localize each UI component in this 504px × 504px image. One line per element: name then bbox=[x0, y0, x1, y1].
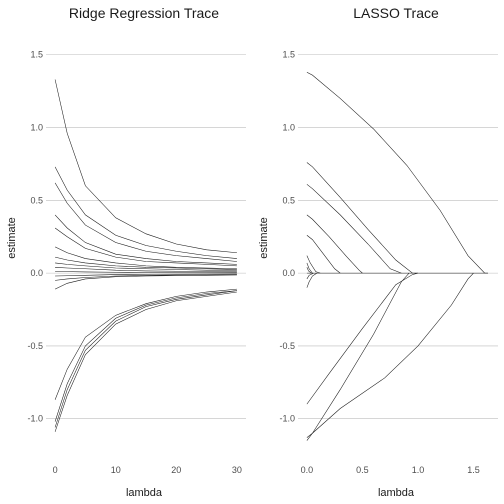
ridge-series bbox=[54, 79, 237, 432]
ridge-ytick-label: 1.5 bbox=[30, 50, 43, 60]
ridge-panel: Ridge Regression Trace lambda estimate -… bbox=[6, 5, 246, 499]
ridge-series-line-11 bbox=[55, 273, 237, 277]
lasso-xtick-label: 0.0 bbox=[301, 465, 314, 475]
ridge-series-line-1 bbox=[54, 79, 237, 254]
ridge-ytick-label: 0.5 bbox=[30, 195, 43, 205]
lasso-ytick-label: 0.5 bbox=[282, 195, 295, 205]
ridge-series-line-8 bbox=[55, 262, 237, 271]
lasso-ytick-label: -0.5 bbox=[279, 341, 295, 351]
lasso-xlabel: lambda bbox=[378, 487, 415, 499]
lasso-gridlines bbox=[298, 54, 498, 419]
lasso-xtick-label: 0.5 bbox=[356, 465, 369, 475]
ridge-series-line-15 bbox=[54, 290, 237, 422]
lasso-ytick-label: -1.0 bbox=[279, 414, 295, 424]
ridge-xtick-label: 0 bbox=[53, 465, 58, 475]
ridge-ylabel: estimate bbox=[6, 217, 18, 259]
lasso-ytick-label: 1.0 bbox=[282, 123, 295, 133]
lasso-series-line-13 bbox=[306, 272, 474, 441]
lasso-xtick-label: 1.5 bbox=[467, 465, 480, 475]
ridge-series-line-3 bbox=[54, 182, 237, 262]
ridge-xtick-label: 10 bbox=[111, 465, 121, 475]
ridge-xtick-label: 30 bbox=[232, 465, 242, 475]
lasso-series-line-10 bbox=[306, 272, 318, 288]
ridge-xtick-label: 20 bbox=[171, 465, 181, 475]
ridge-ytick-label: 1.0 bbox=[30, 123, 43, 133]
lasso-series-line-1 bbox=[306, 71, 488, 274]
ridge-series-line-16 bbox=[54, 290, 237, 428]
ridge-series-line-12 bbox=[55, 274, 237, 281]
lasso-series-line-3 bbox=[306, 184, 402, 274]
ridge-series-line-7 bbox=[55, 256, 237, 270]
ridge-series-line-4 bbox=[54, 214, 237, 265]
lasso-series-line-7 bbox=[306, 262, 313, 274]
lasso-series bbox=[306, 71, 488, 441]
ridge-series-line-13 bbox=[54, 274, 237, 290]
lasso-xtick-labels: 0.0 0.5 1.0 1.5 bbox=[301, 465, 480, 475]
ridge-series-line-14 bbox=[54, 288, 237, 400]
ridge-title: Ridge Regression Trace bbox=[69, 5, 219, 21]
lasso-panel: LASSO Trace lambda estimate -1.0-0.50.00… bbox=[258, 5, 498, 499]
ridge-ytick-labels: -1.0 -0.5 0.0 0.5 1.0 1.5 bbox=[27, 50, 43, 424]
lasso-ytick-labels: -1.0 -0.5 0.0 0.5 1.0 1.5 bbox=[279, 50, 295, 424]
lasso-series-line-11 bbox=[306, 272, 419, 405]
lasso-series-line-5 bbox=[306, 235, 341, 274]
ridge-series-line-10 bbox=[55, 271, 237, 273]
ridge-ytick-label: 0.0 bbox=[30, 268, 43, 278]
ridge-xlabel: lambda bbox=[126, 487, 163, 499]
ridge-series-line-6 bbox=[54, 246, 237, 270]
lasso-xtick-label: 1.0 bbox=[412, 465, 425, 475]
lasso-series-line-12 bbox=[306, 272, 410, 438]
lasso-ytick-label: 0.0 bbox=[282, 268, 295, 278]
lasso-series-line-6 bbox=[306, 255, 321, 274]
ridge-ytick-label: -1.0 bbox=[27, 414, 43, 424]
lasso-series-line-2 bbox=[306, 162, 418, 274]
ridge-series-line-17 bbox=[54, 291, 237, 432]
ridge-xtick-labels: 0 10 20 30 bbox=[53, 465, 242, 475]
lasso-series-line-9 bbox=[306, 272, 314, 280]
lasso-title: LASSO Trace bbox=[353, 5, 439, 21]
ridge-ytick-label: -0.5 bbox=[27, 341, 43, 351]
lasso-ytick-label: 1.5 bbox=[282, 50, 295, 60]
ridge-series-line-5 bbox=[54, 227, 237, 267]
lasso-series-line-4 bbox=[306, 214, 363, 274]
ridge-series-line-2 bbox=[54, 166, 237, 259]
ridge-gridlines bbox=[46, 54, 246, 419]
ridge-series-line-9 bbox=[55, 267, 237, 272]
lasso-ylabel: estimate bbox=[258, 217, 270, 259]
lasso-series-line-8 bbox=[306, 267, 312, 274]
